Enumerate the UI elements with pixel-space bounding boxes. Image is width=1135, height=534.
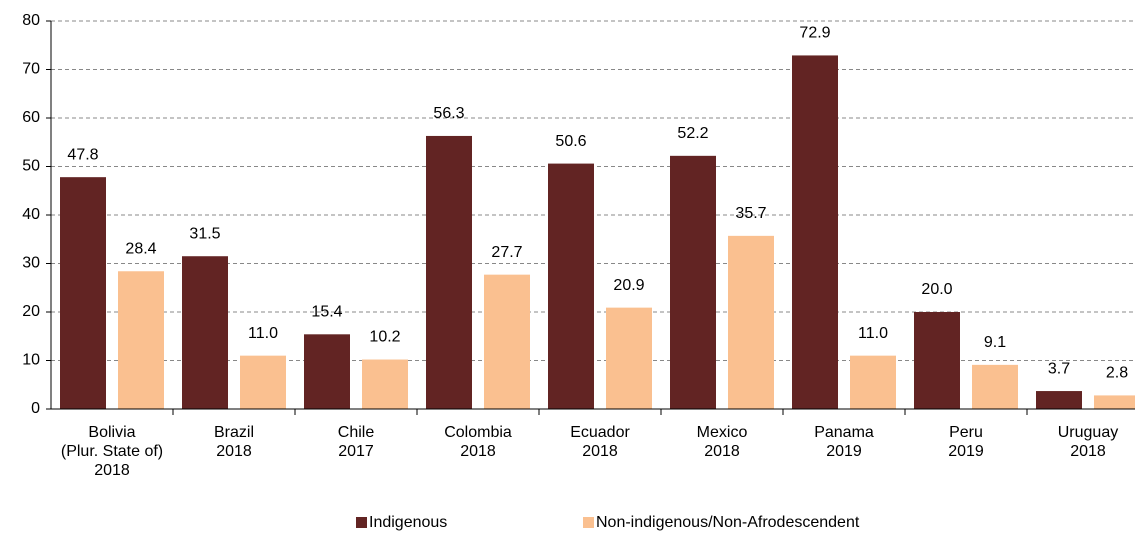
bar <box>728 235 774 409</box>
bar <box>1094 395 1135 409</box>
bar <box>606 307 652 409</box>
x-tick-label: 2018 <box>216 443 252 460</box>
value-label: 2.8 <box>1106 365 1128 382</box>
y-tick-label: 20 <box>22 303 40 320</box>
value-label: 72.9 <box>799 25 830 42</box>
bar <box>60 177 106 409</box>
x-tick-label: Panama <box>814 424 874 441</box>
value-label: 20.9 <box>613 277 644 294</box>
y-tick-label: 10 <box>22 352 40 369</box>
bar <box>972 364 1018 409</box>
x-tick-label: Colombia <box>444 424 512 441</box>
bar <box>850 355 896 409</box>
y-tick-label: 40 <box>22 206 40 223</box>
value-label: 56.3 <box>433 105 464 122</box>
y-tick-label: 50 <box>22 158 40 175</box>
x-tick-label: 2018 <box>582 443 618 460</box>
value-label: 28.4 <box>125 240 156 257</box>
value-label: 50.6 <box>555 133 586 150</box>
value-label: 20.0 <box>921 281 952 298</box>
bar <box>914 312 960 409</box>
value-label: 27.7 <box>491 244 522 261</box>
x-tick-label: 2018 <box>1070 443 1106 460</box>
x-tick-label: Peru <box>949 424 983 441</box>
bar <box>792 55 838 410</box>
bar <box>304 334 350 409</box>
x-tick-label: 2019 <box>948 443 984 460</box>
x-tick-label: (Plur. State of) <box>61 443 163 460</box>
y-tick-label: 70 <box>22 61 40 78</box>
bar <box>240 355 286 409</box>
value-label: 35.7 <box>735 205 766 222</box>
x-tick-label: Chile <box>338 424 375 441</box>
x-tick-label: Bolivia <box>88 424 135 441</box>
x-tick-label: Mexico <box>697 424 748 441</box>
value-label: 10.2 <box>369 329 400 346</box>
value-label: 11.0 <box>858 325 888 342</box>
bar <box>484 274 530 409</box>
x-tick-label: Brazil <box>214 424 254 441</box>
value-label: 3.7 <box>1048 360 1070 377</box>
value-label: 52.2 <box>677 125 708 142</box>
bar <box>362 359 408 409</box>
bar <box>670 155 716 409</box>
bar <box>1036 391 1082 409</box>
legend-label: Indigenous <box>369 514 447 531</box>
bar <box>426 135 472 409</box>
x-tick-label: 2018 <box>94 462 130 479</box>
value-label: 31.5 <box>189 225 220 242</box>
value-label: 15.4 <box>311 304 342 321</box>
bar <box>182 256 228 409</box>
y-tick-label: 80 <box>22 12 40 29</box>
x-tick-label: 2018 <box>460 443 496 460</box>
value-label: 11.0 <box>248 325 278 342</box>
value-label: 9.1 <box>984 334 1006 351</box>
bar <box>548 163 594 409</box>
x-tick-label: Uruguay <box>1058 424 1118 441</box>
x-tick-label: 2018 <box>704 443 740 460</box>
legend-label: Non-indigenous/Non-Afrodescendent <box>596 514 860 531</box>
y-tick-label: 30 <box>22 255 40 272</box>
bar <box>118 271 164 409</box>
value-label: 47.8 <box>67 146 98 163</box>
y-tick-label: 60 <box>22 109 40 126</box>
x-tick-label: 2017 <box>338 443 374 460</box>
y-tick-label: 0 <box>31 400 40 417</box>
legend-swatch <box>583 517 594 528</box>
legend-swatch <box>356 517 367 528</box>
x-tick-label: 2019 <box>826 443 862 460</box>
x-tick-label: Ecuador <box>570 424 630 441</box>
